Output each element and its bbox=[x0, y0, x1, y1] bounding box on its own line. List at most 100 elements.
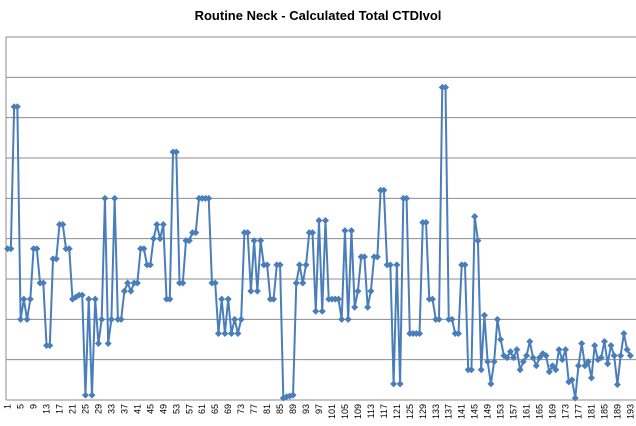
x-tick-label: 29 bbox=[93, 404, 103, 414]
chart-title: Routine Neck - Calculated Total CTDIvol bbox=[195, 8, 442, 23]
data-point bbox=[7, 245, 15, 253]
x-tick-label: 121 bbox=[392, 404, 402, 419]
data-point bbox=[523, 352, 531, 360]
data-point bbox=[153, 221, 161, 229]
data-point bbox=[39, 279, 47, 287]
data-point bbox=[231, 315, 239, 323]
data-point bbox=[545, 368, 553, 376]
x-tick-label: 137 bbox=[444, 404, 454, 419]
x-tick-label: 5 bbox=[16, 404, 26, 409]
data-point bbox=[26, 295, 34, 303]
data-point bbox=[620, 329, 628, 337]
data-point bbox=[422, 219, 430, 227]
data-point bbox=[247, 287, 255, 295]
x-tick-label: 17 bbox=[55, 404, 65, 414]
x-tick-label: 33 bbox=[106, 404, 116, 414]
data-point bbox=[513, 346, 521, 354]
data-point bbox=[461, 261, 469, 269]
x-tick-label: 185 bbox=[599, 404, 609, 419]
data-point bbox=[17, 315, 25, 323]
data-point bbox=[156, 235, 164, 243]
data-point bbox=[124, 279, 132, 287]
data-point bbox=[480, 311, 488, 319]
x-tick-label: 177 bbox=[573, 404, 583, 419]
data-point bbox=[23, 315, 31, 323]
data-point bbox=[321, 217, 329, 225]
data-point bbox=[467, 366, 475, 374]
data-point bbox=[234, 329, 242, 337]
data-point bbox=[526, 338, 534, 346]
data-point bbox=[497, 336, 505, 343]
data-point bbox=[584, 358, 592, 366]
data-point bbox=[416, 329, 424, 337]
data-point bbox=[244, 229, 252, 237]
data-point bbox=[503, 354, 511, 362]
data-point bbox=[558, 356, 566, 364]
data-point bbox=[490, 358, 498, 366]
x-tick-label: 57 bbox=[184, 404, 194, 414]
data-point bbox=[211, 279, 219, 287]
data-point bbox=[81, 391, 89, 399]
data-point bbox=[146, 261, 154, 269]
data-point bbox=[581, 362, 589, 370]
data-point bbox=[487, 380, 495, 388]
x-tick-label: 173 bbox=[561, 404, 571, 419]
x-tick-label: 49 bbox=[158, 404, 168, 414]
x-tick-label: 69 bbox=[223, 404, 233, 414]
data-point bbox=[484, 358, 492, 366]
data-point bbox=[111, 194, 119, 202]
x-tick-label: 105 bbox=[340, 404, 350, 419]
x-tick-label: 65 bbox=[210, 404, 220, 414]
data-point bbox=[367, 287, 375, 295]
data-point bbox=[309, 229, 317, 237]
data-point bbox=[117, 315, 125, 323]
data-point bbox=[396, 380, 404, 388]
x-tick-label: 25 bbox=[80, 404, 90, 414]
data-line bbox=[7, 86, 632, 400]
x-tick-label: 41 bbox=[132, 404, 142, 414]
data-point bbox=[344, 315, 352, 323]
data-point bbox=[107, 315, 115, 323]
data-point bbox=[218, 295, 226, 303]
data-point bbox=[454, 329, 462, 337]
data-point bbox=[250, 237, 258, 245]
x-tick-label: 97 bbox=[314, 404, 324, 414]
x-tick-label: 181 bbox=[586, 404, 596, 419]
data-point bbox=[578, 340, 586, 348]
data-point bbox=[597, 354, 605, 362]
data-point bbox=[403, 194, 411, 202]
x-tick-label: 117 bbox=[379, 404, 389, 418]
x-tick-label: 53 bbox=[171, 404, 181, 414]
data-point bbox=[351, 303, 359, 311]
data-point bbox=[318, 307, 326, 315]
x-tick-label: 61 bbox=[197, 404, 207, 414]
data-point bbox=[253, 287, 261, 295]
data-point bbox=[600, 338, 608, 346]
data-point bbox=[94, 340, 102, 348]
data-point bbox=[493, 315, 501, 323]
data-point bbox=[506, 348, 514, 356]
data-point bbox=[471, 212, 479, 220]
data-point bbox=[179, 279, 187, 287]
data-point bbox=[341, 227, 349, 235]
data-point bbox=[574, 362, 582, 370]
x-tick-label: 93 bbox=[301, 404, 311, 414]
data-point bbox=[276, 261, 284, 269]
data-point bbox=[104, 340, 112, 348]
data-point bbox=[159, 221, 167, 229]
x-tick-label: 73 bbox=[236, 404, 246, 414]
x-tick-label: 77 bbox=[249, 404, 259, 414]
data-point bbox=[302, 261, 310, 269]
data-point bbox=[441, 83, 449, 91]
data-point bbox=[237, 315, 245, 323]
data-point bbox=[607, 342, 615, 350]
data-point bbox=[562, 346, 570, 354]
data-point bbox=[477, 366, 485, 374]
x-tick-label: 37 bbox=[119, 404, 129, 414]
data-point bbox=[221, 329, 229, 337]
data-point bbox=[52, 255, 60, 263]
x-tick-label: 189 bbox=[612, 404, 622, 419]
data-point bbox=[393, 261, 401, 269]
data-point bbox=[120, 287, 128, 295]
data-point bbox=[185, 237, 193, 245]
